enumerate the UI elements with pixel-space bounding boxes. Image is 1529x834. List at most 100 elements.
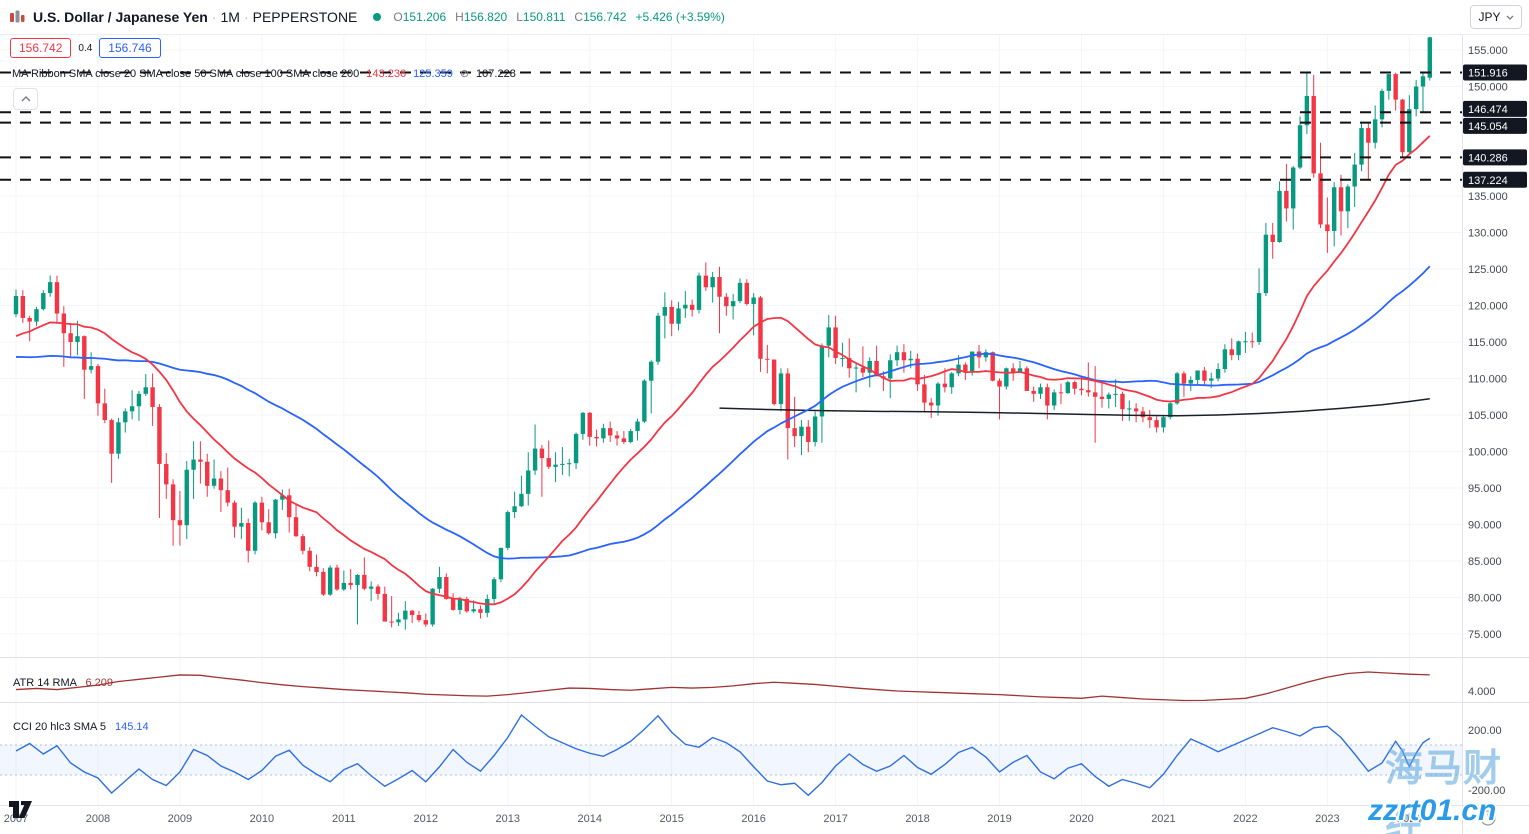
high-label: H <box>455 10 464 24</box>
svg-text:135.000: 135.000 <box>1468 191 1508 203</box>
svg-text:115.000: 115.000 <box>1468 337 1507 349</box>
market-status-dot <box>373 13 382 21</box>
svg-text:2009: 2009 <box>168 813 192 825</box>
sma200-line <box>719 397 1430 417</box>
cci-value: 145.14 <box>115 721 149 733</box>
sma200-value: 107.228 <box>476 67 516 80</box>
svg-text:2011: 2011 <box>332 813 356 825</box>
low-value: 150.811 <box>522 10 566 24</box>
atr-label: ATR 14 RMA <box>13 677 77 689</box>
svg-text:2015: 2015 <box>659 813 683 825</box>
symbol-logo-icon <box>8 8 26 26</box>
svg-text:2023: 2023 <box>1315 813 1339 825</box>
svg-text:2008: 2008 <box>86 813 110 825</box>
svg-text:-200.00: -200.00 <box>1468 785 1505 797</box>
collapse-legend-button[interactable] <box>13 88 38 110</box>
sma20-value: 143.236 <box>366 67 407 80</box>
chevron-down-icon <box>1506 15 1514 20</box>
open-value: 151.206 <box>402 10 447 24</box>
svg-text:95.000: 95.000 <box>1468 483 1502 495</box>
svg-text:80.000: 80.000 <box>1468 593 1502 605</box>
svg-text:151.916: 151.916 <box>1468 68 1508 80</box>
svg-text:200.00: 200.00 <box>1468 725 1502 737</box>
currency-unit-button[interactable]: JPY <box>1470 5 1522 29</box>
ohlc-high: H156.820 <box>455 10 507 24</box>
pane-separators <box>0 34 1529 834</box>
ohlc-low: L150.811 <box>516 10 565 24</box>
exchange-label: PEPPERSTONE <box>252 9 358 25</box>
svg-text:85.000: 85.000 <box>1468 556 1502 568</box>
ma-ribbon-legend[interactable]: MA Ribbon SMA close 20 SMA close 50 SMA … <box>12 67 516 81</box>
separator-dot: · <box>211 9 217 25</box>
symbol-title[interactable]: U.S. Dollar / Japanese Yen <box>33 9 208 25</box>
ohlc-values: O151.206 H156.820 L150.811 C156.742 +5.4… <box>393 10 724 24</box>
change-value: +5.426 (+3.59%) <box>635 10 725 24</box>
svg-text:4.000: 4.000 <box>1468 686 1496 698</box>
high-value: 156.820 <box>463 10 508 24</box>
atr-line <box>15 671 1430 702</box>
svg-text:2018: 2018 <box>905 813 929 825</box>
chevron-up-icon <box>21 96 31 102</box>
svg-text:2022: 2022 <box>1233 813 1257 825</box>
svg-text:75.000: 75.000 <box>1468 629 1502 641</box>
svg-text:2010: 2010 <box>250 813 274 825</box>
cci-legend[interactable]: CCI 20 hlc3 SMA 5 145.14 <box>13 721 149 733</box>
svg-text:2012: 2012 <box>414 813 438 825</box>
buy-sell-panel: 156.742 0.4 156.746 <box>10 38 161 58</box>
svg-text:130.000: 130.000 <box>1468 228 1508 240</box>
sell-button[interactable]: 156.742 <box>10 38 72 58</box>
ma-ribbon-label: MA Ribbon SMA close 20 SMA close 50 SMA … <box>12 67 360 80</box>
clock-icon[interactable] <box>1480 810 1496 826</box>
candlestick-series <box>13 36 1433 630</box>
svg-text:2013: 2013 <box>496 813 520 825</box>
open-label: O <box>393 10 403 24</box>
cci-band <box>0 745 1462 775</box>
svg-text:105.000: 105.000 <box>1468 410 1508 422</box>
svg-text:2017: 2017 <box>823 813 847 825</box>
svg-text:146.474: 146.474 <box>1468 104 1508 116</box>
atr-value: 6.209 <box>85 677 113 689</box>
svg-text:90.000: 90.000 <box>1468 520 1502 532</box>
tradingview-logo[interactable] <box>8 799 38 826</box>
low-label: L <box>516 10 523 24</box>
chart-grid <box>0 34 1462 806</box>
buy-button[interactable]: 156.746 <box>99 38 161 58</box>
svg-text:2019: 2019 <box>987 813 1011 825</box>
time-axis[interactable] <box>0 806 1462 834</box>
spread-value: 0.4 <box>78 42 93 54</box>
svg-text:145.054: 145.054 <box>1468 121 1508 133</box>
cci-label: CCI 20 hlc3 SMA 5 <box>13 721 106 733</box>
price-level-badges: 151.916 146.474 145.054 140.286 137.224 <box>1463 64 1527 188</box>
svg-text:137.224: 137.224 <box>1468 175 1508 187</box>
price-level-lines[interactable] <box>0 71 1462 181</box>
svg-text:120.000: 120.000 <box>1468 301 1508 313</box>
close-label: C <box>574 10 584 24</box>
svg-text:155.000: 155.000 <box>1468 45 1508 57</box>
sma50-value: 125.359 <box>413 67 453 80</box>
sma20-line <box>15 135 1431 606</box>
sma100-value: ⊘ <box>459 68 470 80</box>
currency-unit-label: JPY <box>1478 10 1501 24</box>
atr-legend[interactable]: ATR 14 RMA 6.209 <box>13 677 113 689</box>
svg-text:150.000: 150.000 <box>1468 82 1508 94</box>
cci-line <box>15 713 1431 797</box>
svg-text:140.286: 140.286 <box>1468 152 1508 164</box>
chart-toolbar: U.S. Dollar / Japanese Yen · 1M · PEPPER… <box>0 0 1529 35</box>
svg-text:110.000: 110.000 <box>1468 374 1507 386</box>
svg-text:2016: 2016 <box>741 813 765 825</box>
sma50-line <box>15 265 1431 560</box>
svg-text:2014: 2014 <box>577 813 601 825</box>
separator-dot: · <box>243 9 249 25</box>
svg-text:2020: 2020 <box>1069 813 1093 825</box>
price-axis[interactable] <box>1462 34 1529 834</box>
svg-text:2021: 2021 <box>1151 813 1175 825</box>
svg-text:100.000: 100.000 <box>1468 447 1508 459</box>
ohlc-close: C156.742 <box>574 10 626 24</box>
ohlc-open: O151.206 <box>393 10 446 24</box>
price-axis-labels: 155.000 150.000 135.000 130.000 125.000 120.0… <box>1468 45 1508 797</box>
close-value: 156.742 <box>583 10 627 24</box>
interval-button[interactable]: 1M <box>220 9 240 25</box>
svg-text:125.000: 125.000 <box>1468 264 1508 276</box>
